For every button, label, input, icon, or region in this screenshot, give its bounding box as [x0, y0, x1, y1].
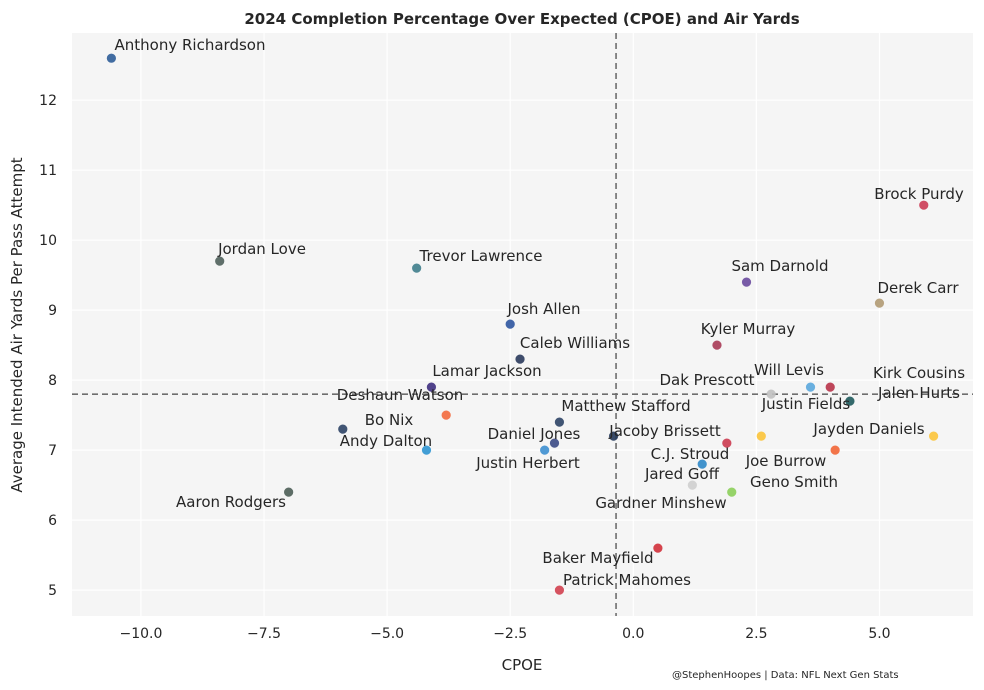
point-label: Aaron Rodgers [176, 493, 286, 511]
data-point [845, 396, 855, 406]
x-tick-label: −5.0 [370, 626, 404, 642]
point-label: Patrick Mahomes [563, 571, 691, 589]
point-label: Jayden Daniels [812, 420, 924, 438]
y-tick-label: 7 [48, 443, 57, 459]
data-point [215, 256, 225, 266]
y-tick-label: 11 [39, 163, 57, 179]
y-tick-label: 5 [48, 583, 57, 599]
point-label: Lamar Jackson [432, 362, 541, 380]
y-tick-label: 12 [39, 93, 57, 109]
data-point [284, 487, 294, 497]
data-point [830, 445, 840, 455]
point-label: Gardner Minshew [595, 494, 726, 512]
point-label: Caleb Williams [520, 334, 630, 352]
point-label: Joe Burrow [745, 452, 827, 470]
data-point [554, 417, 565, 427]
x-tick-label: −2.5 [493, 626, 527, 642]
point-label: Geno Smith [750, 473, 838, 491]
data-point [687, 480, 697, 490]
gridlines [72, 33, 973, 616]
data-point [338, 424, 348, 434]
point-label: Justin Herbert [475, 454, 580, 472]
point-label: Will Levis [754, 361, 824, 379]
point-label: Anthony Richardson [115, 36, 266, 54]
point-label: Kirk Cousins [873, 364, 965, 382]
plot-area [72, 33, 973, 616]
y-tick-label: 9 [48, 303, 57, 319]
data-point [805, 382, 816, 392]
data-point [426, 382, 437, 392]
x-tick-label: 2.5 [745, 626, 767, 642]
x-tick-label: 5.0 [868, 626, 890, 642]
point-label: Daniel Jones [488, 425, 581, 443]
y-tick-label: 6 [48, 513, 57, 529]
x-axis-label: CPOE [502, 656, 543, 674]
data-point [106, 53, 116, 63]
data-points [106, 53, 939, 595]
point-label: C.J. Stroud [651, 445, 730, 463]
point-label: Jalen Hurts [877, 384, 960, 402]
data-point [766, 389, 776, 399]
point-label: Jordan Love [217, 240, 306, 258]
data-point [697, 459, 707, 469]
point-label: Deshaun Watson [337, 386, 464, 404]
chart-title: 2024 Completion Percentage Over Expected… [244, 10, 799, 28]
data-point [549, 438, 560, 448]
data-point [722, 438, 732, 448]
point-label: Derek Carr [877, 279, 959, 297]
point-label: Kyler Murray [701, 320, 796, 338]
data-point [505, 319, 515, 329]
point-label: Andy Dalton [340, 432, 432, 450]
data-point [653, 543, 663, 553]
point-label: Matthew Stafford [561, 397, 690, 415]
data-point [608, 431, 619, 441]
data-point [727, 487, 737, 497]
data-point [741, 277, 752, 287]
x-tick-label: −10.0 [119, 626, 162, 642]
y-tick-label: 8 [48, 373, 57, 389]
data-point [412, 263, 422, 273]
point-label: Brock Purdy [874, 185, 964, 203]
point-label: Dak Prescott [659, 371, 754, 389]
point-label: Trevor Lawrence [419, 247, 543, 265]
data-point [441, 410, 451, 420]
data-point [554, 585, 565, 595]
data-point [540, 445, 550, 455]
data-point [825, 382, 835, 392]
point-label: Jacoby Brissett [608, 422, 721, 440]
point-label: Bo Nix [365, 411, 414, 429]
point-label: Baker Mayfield [542, 549, 653, 567]
x-tick-label: −7.5 [247, 626, 281, 642]
data-point [421, 445, 432, 455]
data-point [756, 431, 766, 441]
credit-text: @StephenHoopes | Data: NFL Next Gen Stat… [672, 670, 899, 681]
point-label: Jared Goff [644, 465, 720, 483]
y-axis-label: Average Intended Air Yards Per Pass Atte… [8, 157, 26, 492]
x-axis-ticks: −10.0 −7.5 −5.0 −2.5 0.0 2.5 5.0 [119, 626, 890, 642]
point-labels: Anthony Richardson Jordan Love Trevor Lawr… [115, 36, 966, 589]
data-point [919, 200, 929, 210]
data-point [515, 354, 525, 364]
x-tick-label: 0.0 [622, 626, 644, 642]
point-label: Sam Darnold [731, 257, 828, 275]
point-label: Josh Allen [506, 300, 580, 318]
y-axis-ticks: 5 6 7 8 9 10 11 12 [39, 93, 57, 599]
data-point [874, 298, 885, 308]
data-point [712, 340, 722, 350]
y-tick-label: 10 [39, 233, 57, 249]
point-label: Justin Fields [761, 395, 851, 413]
data-point [929, 431, 939, 441]
reference-lines [72, 33, 973, 616]
